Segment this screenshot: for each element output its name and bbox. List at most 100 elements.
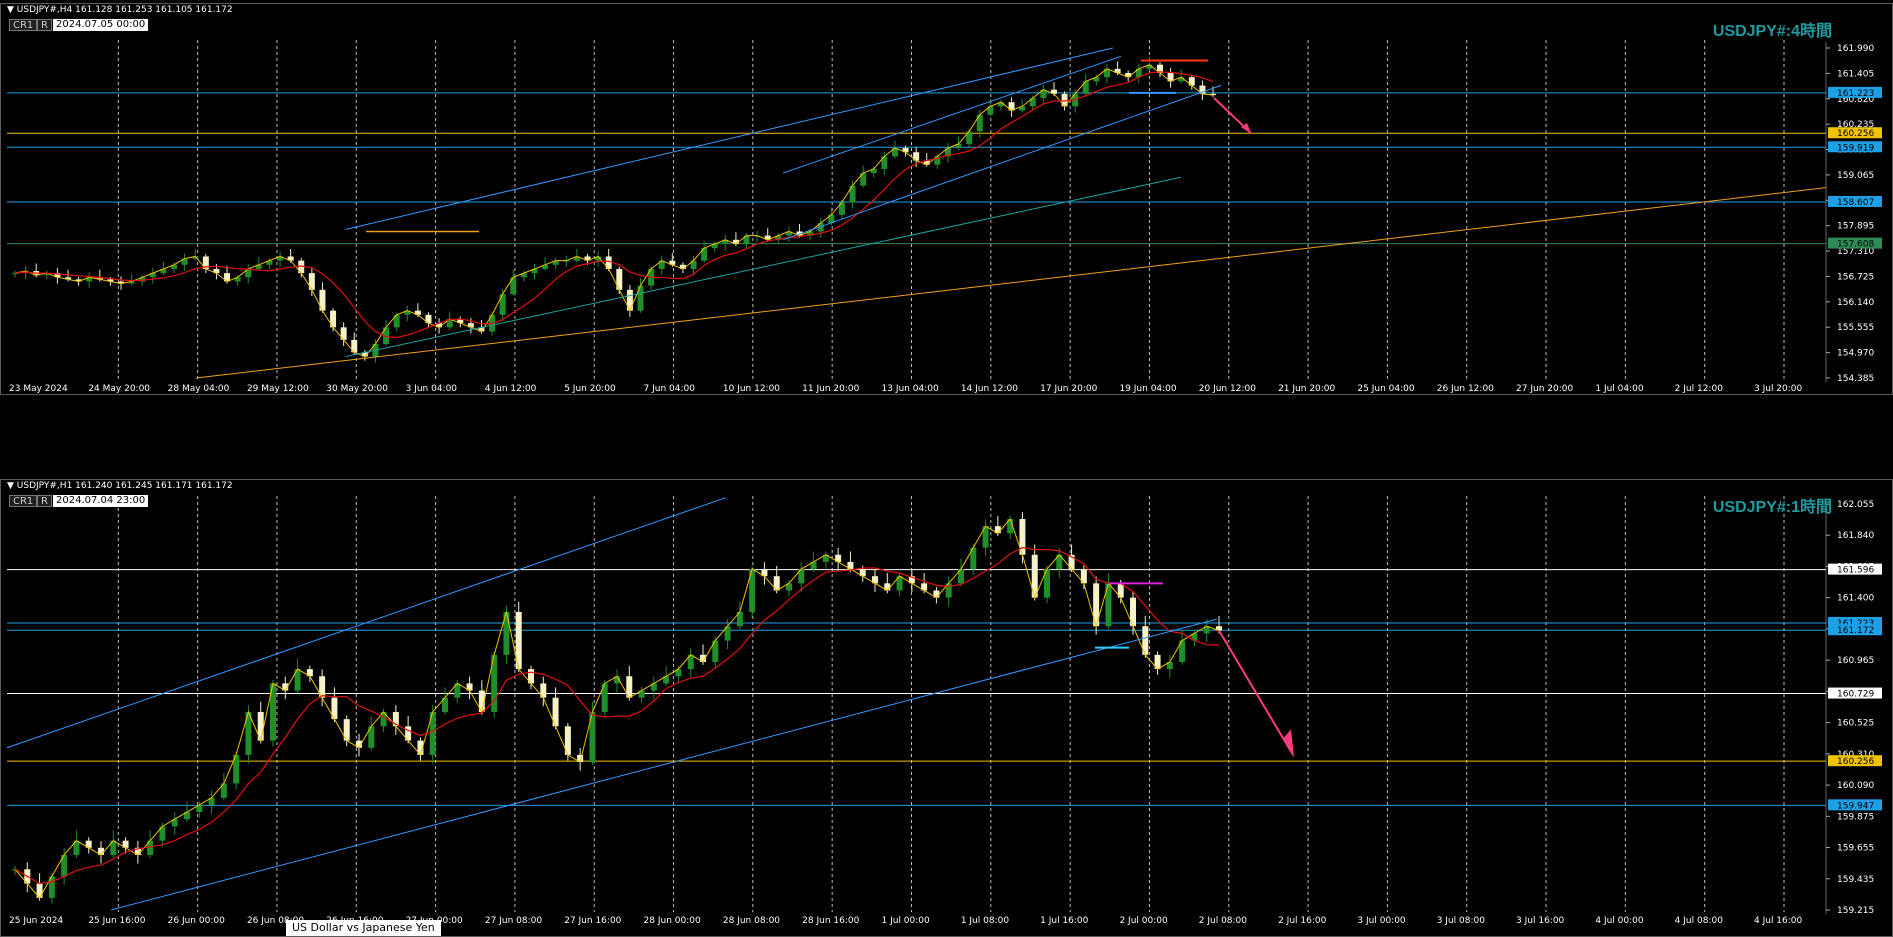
candle-body [849,185,856,203]
candle-body [601,683,608,713]
x-tick-label: 25 Jun 2024 [9,916,63,926]
candle-body [457,319,464,324]
y-tick-label: 160.310 [1837,750,1874,760]
y-tick-label: 154.385 [1837,374,1874,384]
candle-body [149,273,156,278]
price-level-label: 160.256 [1837,129,1874,139]
candle-body [1061,93,1068,107]
candle-body [43,273,50,276]
candle-body [921,583,928,591]
x-tick-label: 27 Jun 16:00 [564,916,621,926]
h1-chart-pane[interactable]: 162.055161.840161.615161.400161.180160.9… [0,479,1893,937]
candle-body [331,697,338,720]
candle-body [414,310,421,315]
x-tick-label: 28 Jun 16:00 [802,916,859,926]
candle-body [997,102,1004,107]
candle-body [573,256,580,261]
candle-body [1068,554,1075,570]
candle-body [542,264,549,269]
candle-body [446,319,453,328]
candle-body [233,754,240,784]
x-tick-label: 13 Jun 04:00 [882,384,939,394]
candle-body [902,148,909,153]
candle-body [1019,106,1026,111]
candle-body [711,243,718,249]
candle-body [1008,102,1015,111]
candle-body [454,683,461,698]
x-tick-label: 24 May 20:00 [88,384,150,394]
channel-inner-upper [782,55,1122,174]
x-tick-label: 26 Jun 12:00 [1437,384,1494,394]
candle-body [139,277,146,282]
candle-body [61,854,68,877]
h4-symbol-header: ▼ USDJPY#,H4 161.128 161.253 161.105 161… [7,5,233,15]
candle-body [503,611,510,655]
candle-body [1188,77,1195,86]
candle-body [775,235,782,240]
forecast-arrow [1218,630,1294,756]
candle-body [817,223,824,232]
candle-body [1142,626,1149,655]
price-level-tag [1828,755,1882,767]
y-tick-label: 156.725 [1837,272,1874,282]
price-level-label: 160.256 [1837,757,1874,767]
price-level-tag [1828,687,1882,699]
candle-body [700,654,706,662]
h1-r-label: R [37,495,52,507]
candle-body [330,310,337,328]
candle-body [287,256,294,261]
candle-body [822,554,829,562]
candle-body [368,726,375,748]
candle-body [196,804,203,813]
x-tick-label: 5 Jun 20:00 [564,384,616,394]
candle-body [638,690,645,698]
candle-body [860,173,867,186]
price-level-tag [1828,624,1882,636]
candle-body [881,156,888,169]
candle-body [405,726,412,741]
candle-body [1040,89,1047,99]
y-tick-label: 162.055 [1837,500,1874,510]
candle-body [933,590,940,598]
x-tick-label: 25 Jun 16:00 [88,916,145,926]
candle-body [220,783,227,798]
candle-body [86,277,93,282]
x-tick-label: 2 Jul 08:00 [1199,916,1248,926]
candle-body [270,683,276,741]
price-level-tag [1828,616,1882,628]
candle-body [159,826,166,841]
candle-body [626,289,633,311]
price-level-tag [1828,799,1882,811]
x-tick-label: 11 Jun 20:00 [802,384,859,394]
candle-body [891,148,898,157]
candle-body [1156,64,1163,74]
candle-body [690,260,697,269]
h4-chart-pane[interactable]: 161.990161.405160.820160.235159.650159.0… [0,3,1893,395]
price-level-label: 161.172 [1837,626,1874,636]
candle-body [436,323,443,328]
y-tick-label: 159.435 [1837,875,1874,885]
candle-body [966,131,973,144]
candle-body [1080,569,1087,584]
candle-body [701,248,708,261]
candle-body [945,583,952,598]
candle-body [605,256,612,269]
candle-body [224,273,231,282]
candle-body [798,569,805,584]
x-tick-label: 1 Jul 16:00 [1040,916,1089,926]
price-level-tag [1828,86,1882,98]
candle-body [245,268,252,278]
price-level-label: 160.729 [1837,690,1874,700]
candle-body [340,327,347,340]
x-tick-label: 4 Jul 08:00 [1675,916,1724,926]
zigzag-line [14,518,1220,899]
channel-inner-lower [782,85,1222,241]
price-level-label: 157.608 [1837,240,1874,250]
candle-body [749,569,756,612]
candle-body [658,260,665,269]
candle-body [383,327,390,345]
candle-body [491,654,498,713]
channel-lower-line [345,176,1182,358]
candle-body [442,697,448,713]
x-tick-label: 10 Jun 12:00 [723,384,780,394]
